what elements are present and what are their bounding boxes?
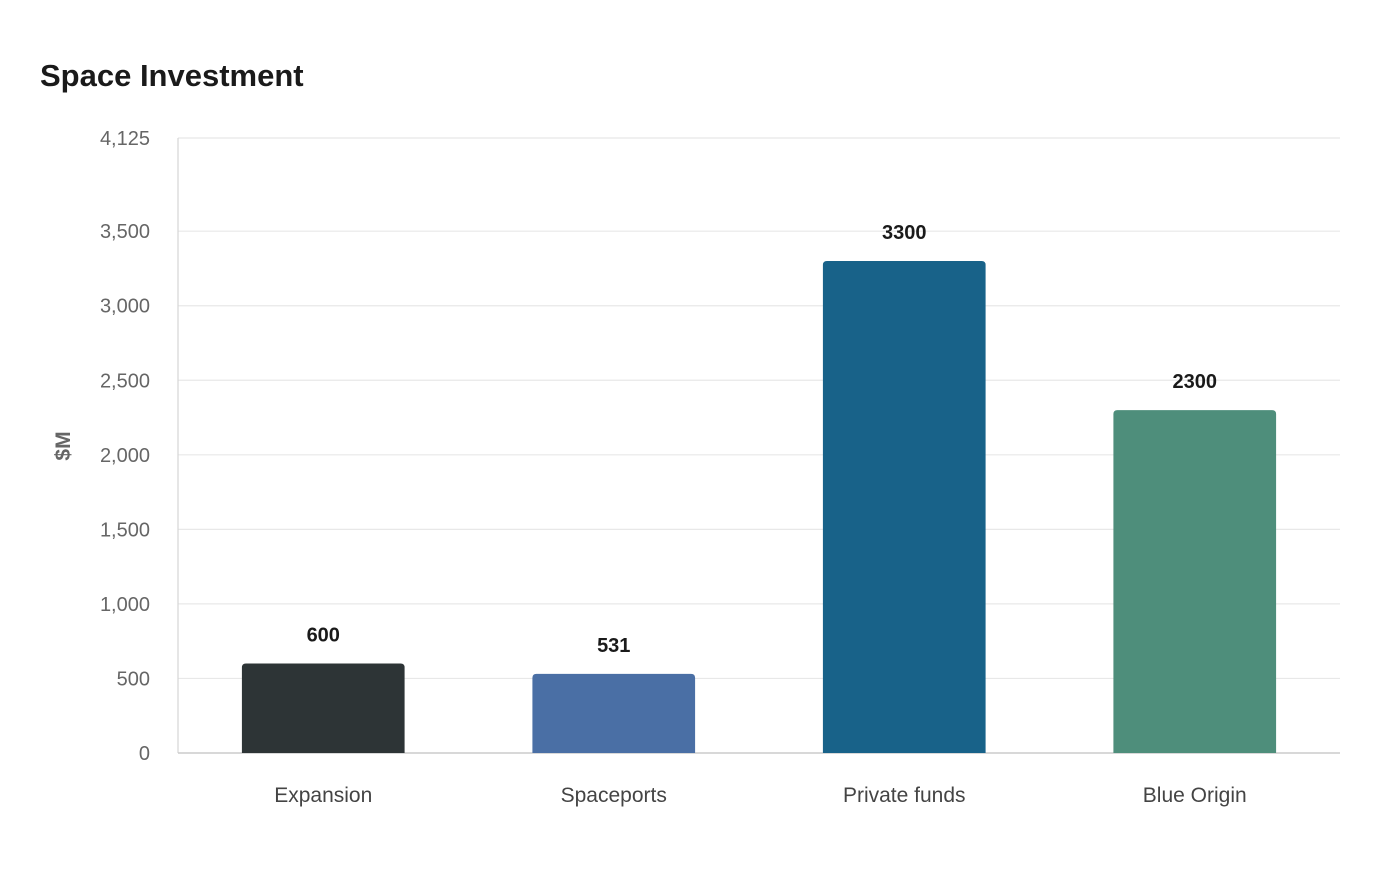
data-label: 2300: [1173, 371, 1218, 393]
bar-spaceports: [532, 673, 696, 753]
y-tick-label: 0: [139, 743, 150, 765]
y-axis-title: $M: [52, 431, 75, 460]
x-tick-label: Blue Origin: [1143, 784, 1247, 807]
data-label: 531: [597, 635, 630, 657]
y-tick-label: 3,500: [100, 221, 150, 243]
y-tick-label: 1,500: [100, 519, 150, 541]
y-tick-label: 1,000: [100, 594, 150, 616]
x-tick-label: Expansion: [274, 784, 372, 807]
bar-blue-origin: [1113, 410, 1277, 753]
bar-expansion: [241, 663, 405, 753]
y-tick-label: 2,500: [100, 370, 150, 392]
y-tick-label: 3,000: [100, 296, 150, 318]
labels: 0 500 1,000 1,500 2,000 2,500 3,000 3,500 4,125 6…: [100, 128, 1247, 807]
x-tick-label: Spaceports: [561, 784, 667, 807]
bar-private-funds: [822, 261, 986, 753]
y-tick-label: 4,125: [100, 128, 150, 150]
data-label: 600: [307, 625, 340, 647]
y-tick-label: 500: [117, 668, 150, 690]
bars: [241, 261, 1277, 753]
chart-title: Space Investment: [40, 58, 304, 93]
data-label: 3300: [882, 222, 927, 244]
x-tick-label: Private funds: [843, 784, 966, 807]
y-tick-label: 2,000: [100, 445, 150, 467]
